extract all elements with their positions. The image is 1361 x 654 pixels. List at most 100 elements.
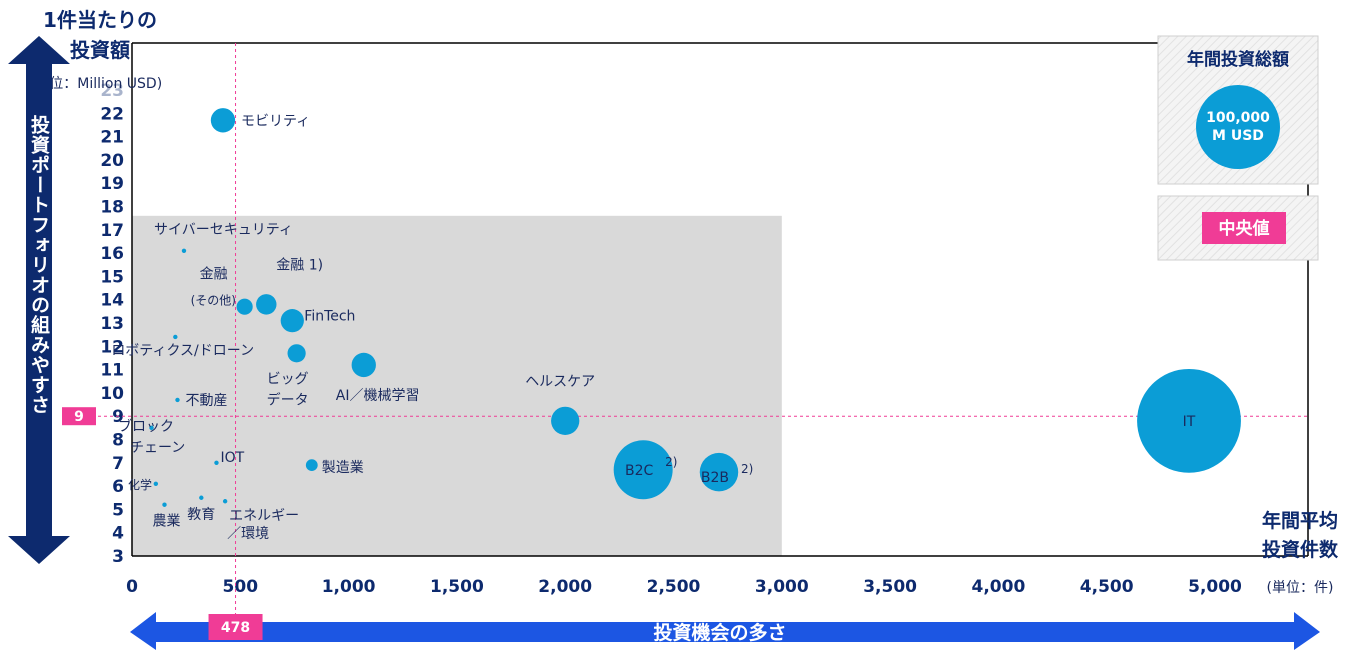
point-label: 金融	[200, 267, 228, 283]
y-tick-label: 7	[112, 454, 124, 474]
x-tick-label: 2,000	[538, 577, 592, 597]
bubble	[153, 481, 159, 486]
y-tick-label: 17	[100, 221, 124, 241]
bubble	[351, 352, 376, 378]
bubble	[222, 499, 228, 504]
point-label: IOT	[220, 450, 244, 466]
x-tick-label: 1,000	[322, 577, 376, 597]
x-tick-label: 4,500	[1080, 577, 1134, 597]
point-label: 化学	[128, 477, 152, 492]
point-label: 金融 1)	[276, 257, 323, 273]
y-tick-label: 10	[100, 384, 124, 404]
bubble	[149, 425, 154, 431]
y-axis-title-line2: 投資額	[70, 38, 130, 62]
y-tick-label: 9	[112, 407, 124, 427]
point-label: B2C	[625, 463, 654, 479]
axis-ticks: 0 500 1,000 1,500 2,000 2,500 3,000 3,500 4,000 4…	[100, 81, 1242, 597]
bubble	[1137, 368, 1241, 473]
y-tick-label: 18	[100, 198, 124, 218]
point-label-sup: 2)	[741, 462, 753, 476]
point-note: (その他)	[191, 294, 236, 308]
point-label: AI／機械学習	[336, 388, 420, 404]
point-label: ／環境	[227, 526, 269, 542]
point-label: FinTech	[304, 309, 355, 325]
bubble	[551, 406, 580, 436]
y-tick-label: 8	[112, 431, 124, 451]
bubble	[699, 452, 739, 492]
bubble	[210, 108, 236, 133]
legend-median-tag	[1202, 212, 1286, 244]
point-label: エネルギー	[229, 508, 299, 524]
x-tick-label: 3,500	[863, 577, 917, 597]
y-axis-unit: (単位：Million USD)	[30, 76, 162, 92]
y-tick-label: 12	[100, 337, 124, 357]
point-label: ヘルスケア	[525, 374, 595, 390]
point-label: ロボティクス/ドローン	[111, 343, 254, 359]
point-label: IT	[1183, 414, 1196, 430]
bubble	[199, 495, 204, 500]
y-tick-label: 20	[100, 151, 124, 171]
point-label: 製造業	[322, 460, 364, 476]
y-tick-label: 23	[100, 81, 124, 101]
y-tick-label: 6	[112, 477, 124, 497]
y-tick-label: 19	[100, 174, 124, 194]
y-tick-label: 4	[112, 524, 124, 544]
point-label: ビッグ	[267, 371, 309, 387]
point-label: モビリティ	[241, 113, 310, 129]
legend-total-title: 年間投資総額	[1187, 49, 1289, 70]
x-axis-unit: (単位：件)	[1267, 580, 1334, 596]
y-tick-label: 14	[100, 291, 124, 311]
shaded-region	[132, 215, 782, 556]
bubble	[173, 334, 178, 340]
median-x-tag	[208, 614, 263, 640]
x-axis-title-line2: 投資件数	[1262, 538, 1339, 561]
median-y-tag	[62, 407, 96, 426]
y-tick-label: 22	[100, 104, 124, 124]
y-tick-label: 3	[112, 547, 124, 567]
bubble	[236, 298, 253, 315]
legend-median-label: 中央値	[1219, 218, 1270, 239]
point-label: 不動産	[185, 393, 227, 409]
bubble	[280, 309, 304, 333]
x-tick-label: 5,000	[1188, 577, 1242, 597]
point-label: 教育	[187, 507, 215, 523]
y-tick-label: 16	[100, 244, 124, 264]
x-direction-arrow	[130, 612, 1320, 650]
x-arrow-label: 投資機会の多さ	[653, 621, 786, 644]
point-label-sup: 2)	[665, 455, 677, 469]
bubble	[613, 440, 673, 500]
bubble	[175, 397, 180, 403]
y-arrow-label: 投資ポートフォリオの組みやすさ	[28, 114, 50, 415]
bubble	[181, 248, 187, 253]
point-label: 農業	[152, 514, 180, 530]
legend-median-box	[1157, 195, 1319, 261]
median-lines	[62, 43, 1308, 640]
y-tick-label: 5	[112, 500, 124, 520]
point-label: ブロック	[118, 418, 174, 435]
y-axis-title-line1: 1件当たりの	[43, 8, 157, 32]
x-tick-label: 3,000	[755, 577, 809, 597]
bubble	[287, 344, 306, 363]
bubble	[256, 294, 277, 315]
bubble	[305, 459, 318, 472]
bubbles	[149, 108, 1241, 507]
x-axis-title-line1: 年間平均	[1262, 509, 1338, 532]
point-label: チェーン	[130, 440, 185, 456]
x-tick-label: 2,500	[647, 577, 701, 597]
x-tick-label: 0	[126, 577, 138, 597]
x-tick-label: 500	[223, 577, 259, 597]
legend-bubble-unit: M USD	[1212, 128, 1264, 144]
bubble	[162, 502, 167, 507]
y-tick-label: 21	[100, 128, 124, 148]
median-x-value: 478	[221, 620, 250, 636]
point-label: データ	[267, 391, 309, 408]
point-label: B2B	[701, 470, 729, 486]
y-tick-label: 15	[100, 267, 124, 287]
legend-bubble-value: 100,000	[1206, 110, 1270, 126]
point-label: サイバーセキュリティ	[154, 222, 293, 238]
y-tick-label: 13	[100, 314, 124, 334]
x-tick-label: 1,500	[430, 577, 484, 597]
bubble	[214, 460, 219, 465]
